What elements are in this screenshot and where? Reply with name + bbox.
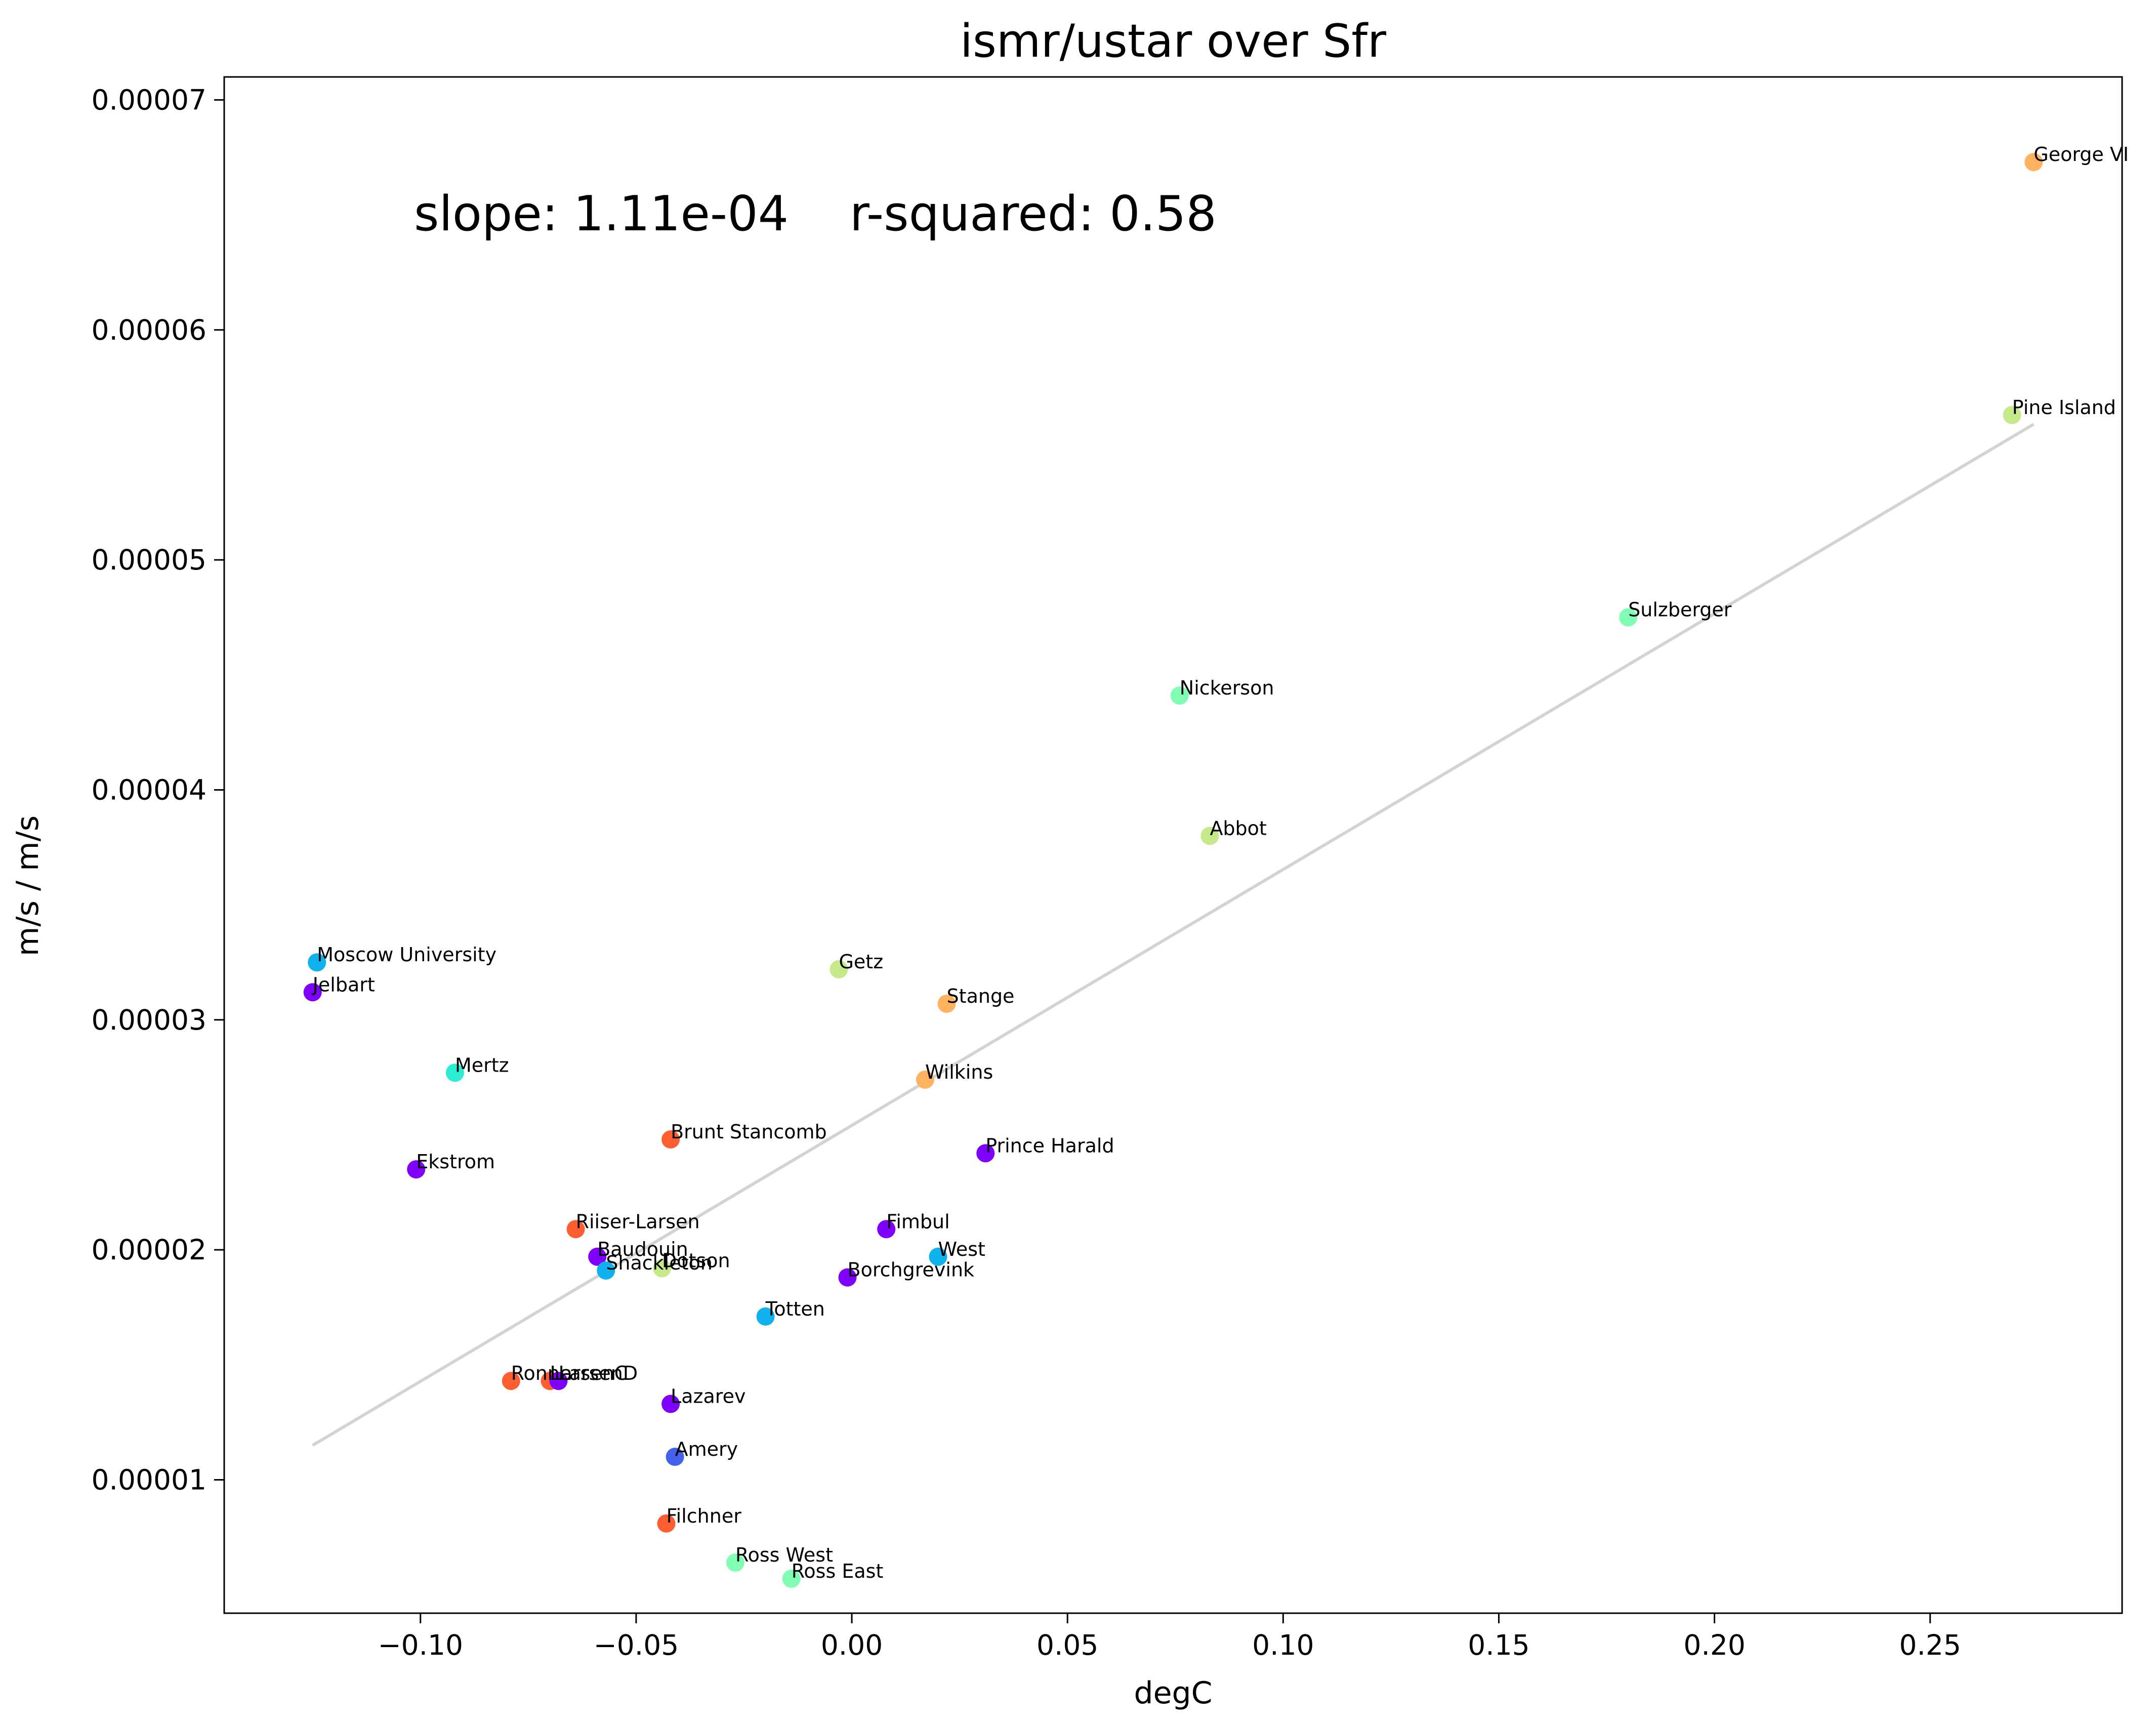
x-tick-label: 0.15 — [1468, 1629, 1529, 1661]
x-axis-label: degC — [1134, 1675, 1213, 1711]
data-point — [2024, 153, 2043, 172]
y-tick-label: 0.00004 — [92, 773, 206, 806]
point-label: Pine Island — [2012, 396, 2116, 419]
point-label: LarsenC — [550, 1362, 628, 1384]
point-label: Shackleton — [606, 1252, 713, 1274]
data-point — [929, 1247, 947, 1266]
regression-line — [312, 423, 2035, 1447]
x-tick-label: 0.05 — [1036, 1629, 1098, 1661]
point-label: Ronne — [511, 1362, 572, 1384]
data-point — [661, 1395, 680, 1413]
y-tick-label: 0.00003 — [92, 1004, 206, 1036]
y-axis-label: m/s / m/s — [10, 815, 46, 956]
data-point — [549, 1372, 568, 1390]
y-tick-label: 0.00005 — [92, 544, 206, 576]
point-label: Filchner — [667, 1505, 742, 1527]
data-point — [937, 994, 956, 1013]
data-point — [666, 1448, 684, 1466]
data-point — [2003, 405, 2021, 424]
data-point — [502, 1372, 520, 1390]
data-point — [976, 1144, 995, 1163]
data-point — [588, 1247, 607, 1266]
x-tick-label: −0.10 — [378, 1629, 464, 1661]
data-point — [445, 1063, 464, 1082]
data-point — [653, 1259, 672, 1278]
point-label: Baudouin — [597, 1238, 688, 1260]
data-point — [661, 1130, 680, 1149]
data-point — [726, 1553, 744, 1572]
y-tick-label: 0.00001 — [92, 1463, 206, 1496]
data-point — [782, 1569, 801, 1588]
data-point — [303, 983, 322, 1002]
data-point — [407, 1160, 426, 1179]
x-tick-label: −0.05 — [594, 1629, 679, 1661]
y-tick-label: 0.00002 — [92, 1234, 206, 1266]
point-label: Ekstrom — [416, 1151, 495, 1173]
point-label: Moscow University — [317, 944, 496, 966]
data-point — [756, 1307, 775, 1326]
point-label: West — [938, 1238, 985, 1260]
point-label: Fimbul — [886, 1210, 949, 1233]
point-label: Wilkins — [925, 1061, 993, 1083]
data-point — [657, 1514, 676, 1533]
point-label: Amery — [675, 1438, 738, 1460]
y-tick-label: 0.00006 — [92, 314, 206, 346]
x-tick-label: 0.00 — [821, 1629, 883, 1661]
point-label: Brunt Stancomb — [671, 1121, 827, 1143]
point-label: Stange — [947, 985, 1015, 1007]
data-point — [308, 953, 326, 972]
point-label: Totten — [765, 1298, 825, 1320]
point-label: LarsenD — [559, 1362, 638, 1384]
point-label: Sulzberger — [1628, 599, 1732, 621]
point-label: Jelbart — [312, 973, 375, 996]
point-label: Getz — [839, 951, 883, 973]
data-point — [1200, 827, 1219, 845]
point-label: Nickerson — [1180, 677, 1274, 699]
point-label: Borchgrevink — [848, 1259, 975, 1281]
fit-statistics-annotation: slope: 1.11e-04 r-squared: 0.58 — [414, 186, 1217, 242]
data-point — [597, 1261, 615, 1280]
data-point — [566, 1220, 585, 1239]
x-tick-label: 0.20 — [1683, 1629, 1745, 1661]
plot-area-frame — [223, 76, 2123, 1614]
point-label: Riiser-Larsen — [576, 1210, 700, 1233]
data-point — [916, 1070, 934, 1089]
point-label: Ross East — [792, 1560, 884, 1582]
chart-title: ismr/ustar over Sfr — [960, 15, 1386, 68]
x-tick-label: 0.25 — [1899, 1629, 1961, 1661]
x-tick-label: 0.10 — [1252, 1629, 1314, 1661]
data-point — [1619, 608, 1638, 627]
data-point — [1170, 686, 1189, 705]
point-label: Lazarev — [671, 1385, 745, 1408]
data-point — [838, 1268, 857, 1287]
y-tick-label: 0.00007 — [92, 84, 206, 116]
point-label: Abbot — [1210, 817, 1266, 839]
point-label: George VI — [2034, 143, 2129, 166]
data-point — [877, 1220, 896, 1239]
point-label: Prince Harald — [985, 1134, 1114, 1157]
point-label: Mertz — [455, 1054, 509, 1076]
point-label: Ross West — [735, 1544, 833, 1566]
point-label: Dotson — [662, 1249, 730, 1272]
data-point — [830, 960, 848, 978]
